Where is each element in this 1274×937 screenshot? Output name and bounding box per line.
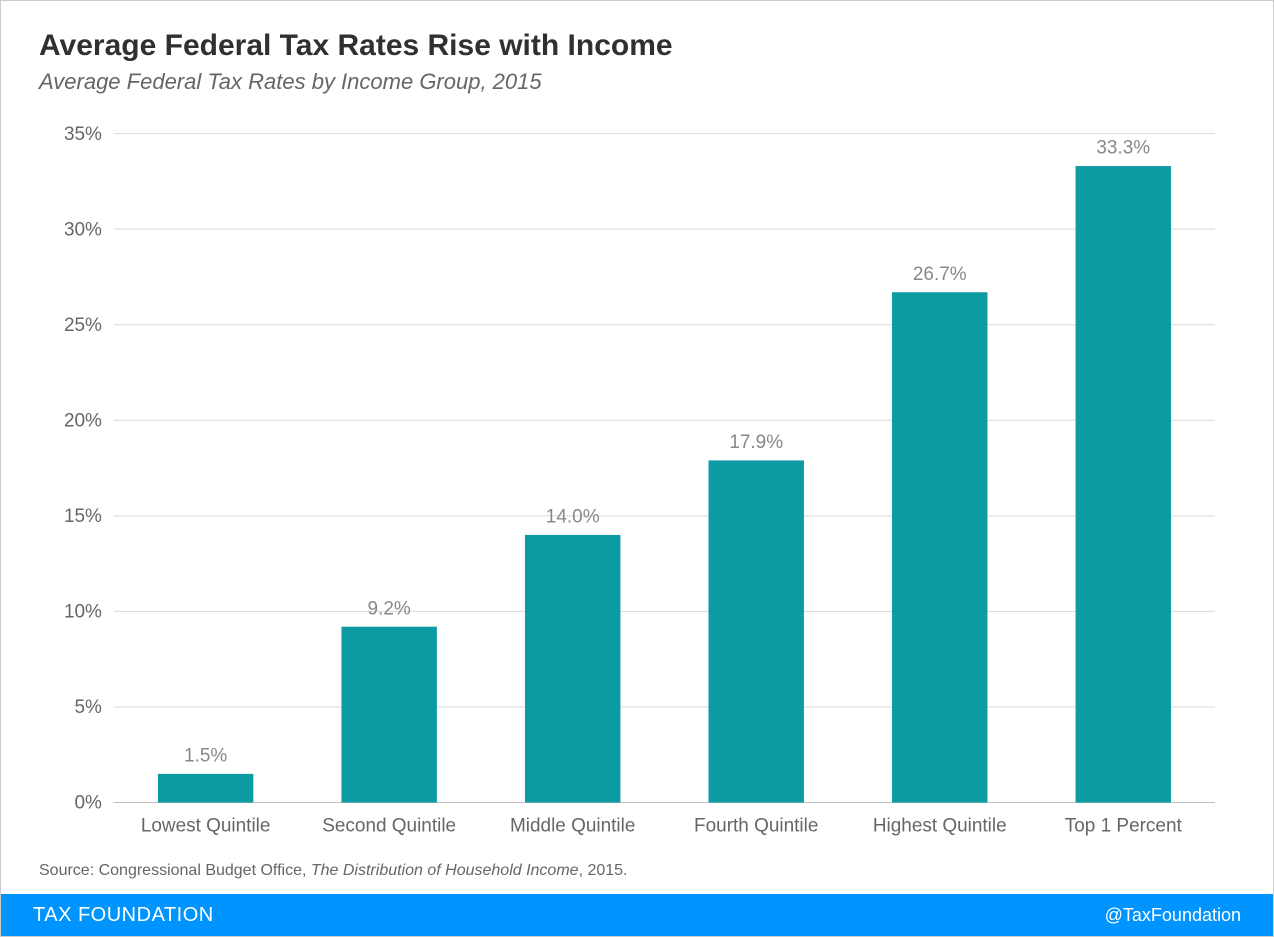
y-tick-label: 5% (74, 697, 101, 718)
x-tick-label: Top 1 Percent (1065, 815, 1183, 836)
footer-bar: TAX FOUNDATION @TaxFoundation (1, 892, 1273, 936)
footer-org: TAX FOUNDATION (33, 904, 214, 927)
y-tick-label: 30% (64, 219, 102, 240)
source-prefix: Source: Congressional Budget Office, (39, 862, 311, 879)
y-tick-label: 10% (64, 601, 102, 622)
bar-value-label: 14.0% (546, 506, 600, 527)
x-tick-label: Lowest Quintile (141, 815, 271, 836)
y-tick-label: 0% (74, 792, 101, 813)
y-tick-label: 20% (64, 410, 102, 431)
x-tick-label: Fourth Quintile (694, 815, 818, 836)
chart-header: Average Federal Tax Rates Rise with Inco… (1, 1, 1273, 103)
chart-plot-area: 0% 5% 10% 15% 20% 25% 30% 35% 1.5% Lowest Quintil… (1, 103, 1273, 854)
bar-value-label: 17.9% (729, 432, 783, 453)
bar-value-label: 1.5% (184, 745, 227, 766)
bar-value-label: 33.3% (1096, 137, 1150, 158)
chart-container: Average Federal Tax Rates Rise with Inco… (1, 1, 1273, 936)
bar (525, 535, 620, 803)
bar (709, 460, 804, 802)
bar (341, 627, 436, 803)
x-tick-label: Second Quintile (322, 815, 456, 836)
source-italic: The Distribution of Household Income (311, 862, 579, 879)
bar (158, 774, 253, 803)
footer-handle: @TaxFoundation (1105, 905, 1241, 926)
x-tick-label: Middle Quintile (510, 815, 635, 836)
bar-value-label: 9.2% (368, 598, 411, 619)
bar-value-label: 26.7% (913, 264, 967, 285)
chart-title: Average Federal Tax Rates Rise with Inco… (39, 29, 1235, 63)
chart-subtitle: Average Federal Tax Rates by Income Grou… (39, 69, 1235, 95)
y-tick-label: 25% (64, 315, 102, 336)
bar-chart-svg: 0% 5% 10% 15% 20% 25% 30% 35% 1.5% Lowest Quintil… (39, 113, 1235, 854)
y-tick-label: 35% (64, 124, 102, 145)
y-tick-label: 15% (64, 506, 102, 527)
bar (1076, 166, 1171, 802)
bar (892, 292, 987, 802)
source-suffix: , 2015. (579, 862, 628, 879)
source-citation: Source: Congressional Budget Office, The… (1, 854, 1273, 892)
x-tick-label: Highest Quintile (873, 815, 1007, 836)
